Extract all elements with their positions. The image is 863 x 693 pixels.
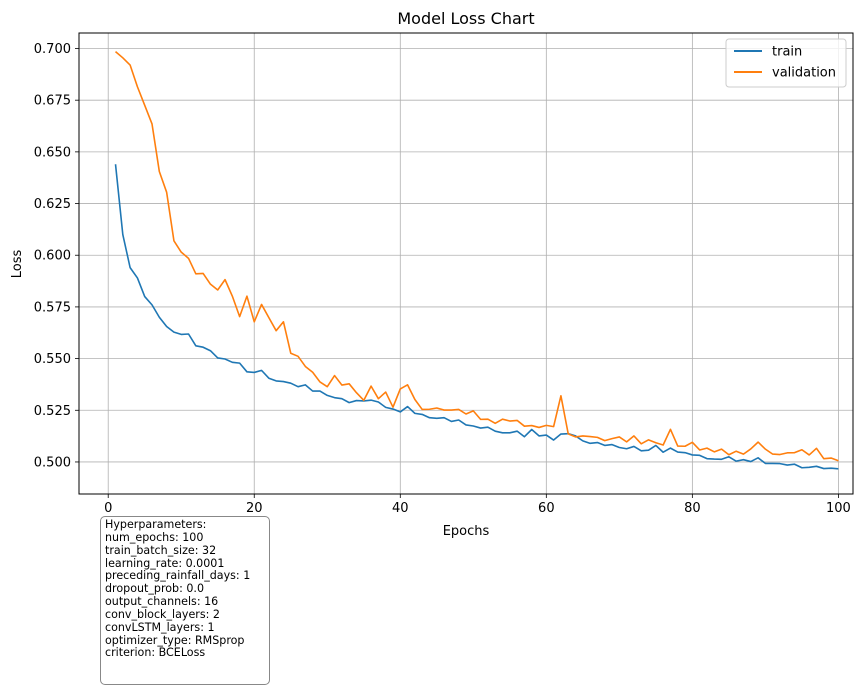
hyperparameter-line: train_batch_size: 32 bbox=[105, 543, 217, 557]
hyperparameter-line: output_channels: 16 bbox=[105, 595, 219, 609]
x-tick-label: 60 bbox=[538, 501, 555, 516]
y-tick-label: 0.675 bbox=[34, 94, 71, 109]
chart-title: Model Loss Chart bbox=[397, 9, 534, 28]
legend: train validation bbox=[725, 38, 847, 88]
legend-label-validation: validation bbox=[772, 66, 836, 81]
y-tick-label: 0.500 bbox=[34, 455, 71, 470]
y-tick-label: 0.600 bbox=[34, 249, 71, 264]
x-axis-label: Epochs bbox=[443, 524, 490, 539]
x-tick-label: 100 bbox=[826, 501, 851, 516]
legend-label-train: train bbox=[772, 45, 802, 60]
y-tick-label: 0.625 bbox=[34, 197, 71, 212]
x-tick-label: 0 bbox=[104, 501, 112, 516]
y-tick-label: 0.550 bbox=[34, 352, 71, 367]
series-line-validation bbox=[114, 51, 839, 462]
series-lines bbox=[114, 51, 839, 470]
y-tick-label: 0.650 bbox=[34, 145, 71, 160]
hyperparameter-line: optimizer_type: RMSprop bbox=[105, 633, 245, 647]
hyperparameter-line: criterion: BCELoss bbox=[105, 646, 206, 660]
hyperparameters-heading: Hyperparameters: bbox=[105, 518, 207, 531]
series-line-train bbox=[114, 164, 839, 470]
axis-ticks: 0 20 40 60 80 100 0.500 0.525 0.550 0.575 0.600 0.6… bbox=[34, 42, 851, 516]
y-tick-label: 0.525 bbox=[34, 404, 71, 419]
x-tick-label: 20 bbox=[246, 501, 263, 516]
hyperparameter-line: conv_block_layers: 2 bbox=[105, 607, 220, 621]
y-tick-label: 0.575 bbox=[34, 300, 71, 315]
plot-frame bbox=[78, 32, 854, 495]
hyperparameter-line: preceding_rainfall_days: 1 bbox=[105, 569, 251, 583]
y-tick-label: 0.700 bbox=[34, 42, 71, 57]
hyperparameters-box: Hyperparameters: num_epochs: 100 train_b… bbox=[100, 516, 270, 685]
grid-lines bbox=[79, 33, 853, 494]
x-tick-label: 80 bbox=[684, 501, 701, 516]
hyperparameter-line: num_epochs: 100 bbox=[105, 530, 204, 544]
hyperparameter-line: convLSTM_layers: 1 bbox=[105, 620, 215, 634]
hyperparameter-line: learning_rate: 0.0001 bbox=[105, 556, 225, 570]
x-tick-label: 40 bbox=[392, 501, 409, 516]
hyperparameter-line: dropout_prob: 0.0 bbox=[105, 582, 204, 596]
y-axis-label: Loss bbox=[10, 250, 25, 279]
